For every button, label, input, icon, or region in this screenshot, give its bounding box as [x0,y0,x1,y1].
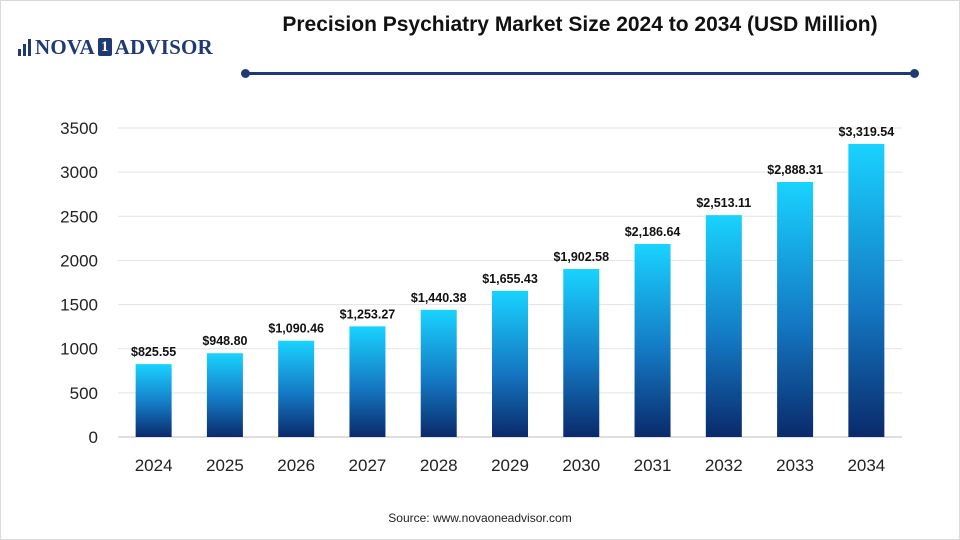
logo-bars-icon [18,38,31,56]
y-tick-label: 500 [70,384,98,403]
source-note: Source: www.novaoneadvisor.com [388,511,572,525]
logo-text-right: ADVISOR [114,34,213,59]
x-tick-label: 2030 [562,456,600,475]
bar-2033 [777,182,814,437]
x-tick-label: 2026 [277,456,315,475]
data-label-2033: $2,888.31 [767,163,823,177]
bar-2034 [848,143,885,437]
logo-wordmark: NOVA 1 ADVISOR [35,35,213,60]
y-tick-label: 2500 [60,207,98,226]
y-tick-label: 3500 [60,119,98,138]
brand-logo: NOVA 1 ADVISOR [18,33,213,61]
data-label-2032: $2,513.11 [696,196,751,210]
logo-box: 1 [97,38,112,56]
y-tick-label: 0 [89,428,98,447]
data-label-2028: $1,440.38 [411,291,467,305]
data-label-2034: $3,319.54 [839,125,895,139]
bar-2028 [420,309,457,437]
logo-text-left: NOVA [35,34,95,59]
bar-2026 [278,340,315,437]
bar-2031 [634,243,671,437]
bar-2024 [135,364,172,437]
y-tick-label: 3000 [60,163,98,182]
x-tick-label: 2025 [206,456,244,475]
bar-2029 [492,290,528,437]
data-label-2026: $1,090.46 [268,322,324,336]
x-tick-label: 2028 [420,456,458,475]
x-tick-label: 2029 [491,456,529,475]
x-tick-label: 2027 [349,456,387,475]
bar-2027 [349,326,386,437]
bar-2030 [563,269,600,437]
data-label-2031: $2,186.64 [625,225,681,239]
x-tick-label: 2024 [135,456,173,475]
chart-title: Precision Psychiatry Market Size 2024 to… [282,13,878,36]
y-tick-label: 1000 [60,340,98,359]
bar-2025 [206,353,243,437]
x-tick-label: 2033 [776,456,814,475]
data-label-2030: $1,902.58 [553,250,609,264]
y-tick-label: 1500 [60,296,98,315]
x-tick-label: 2034 [847,456,885,475]
x-tick-label: 2031 [634,456,672,475]
data-label-2029: $1,655.43 [482,272,538,286]
data-label-2027: $1,253.27 [340,307,396,321]
title-divider [241,69,919,78]
bar-2032 [705,215,742,437]
x-tick-label: 2032 [705,456,743,475]
data-label-2025: $948.80 [202,334,247,348]
y-tick-label: 2000 [60,251,98,270]
data-label-2024: $825.55 [131,345,176,359]
